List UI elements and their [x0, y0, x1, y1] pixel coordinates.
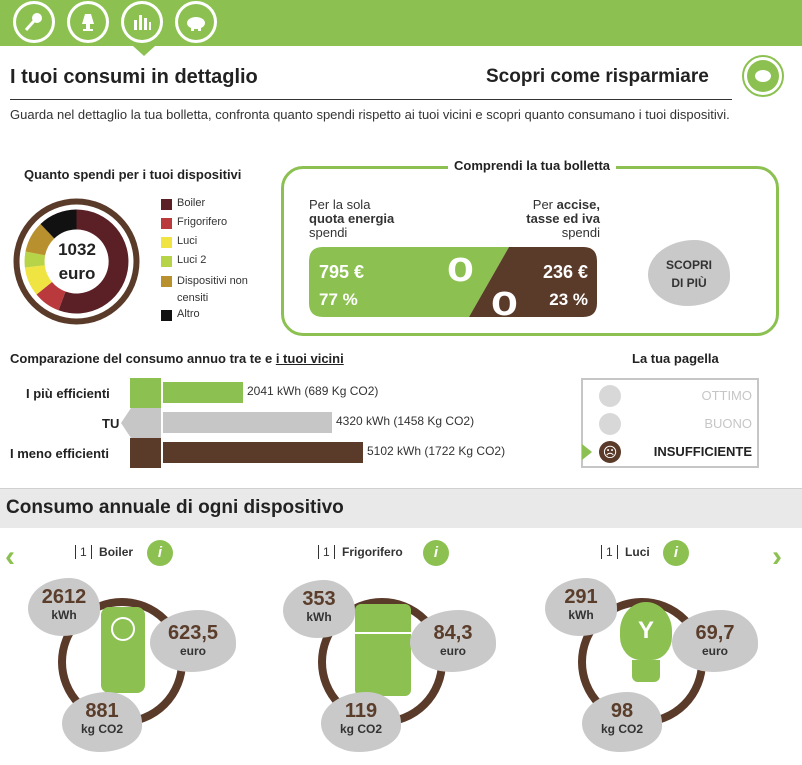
devices-spend-title: Quanto spendi per i tuoi dispositivi [24, 167, 242, 182]
bill-split-bar: o o [309, 247, 597, 317]
rating-pointer [582, 444, 592, 460]
percent-o-top: o [447, 247, 474, 291]
comparison-value: 5102 kWh (1722 Kg CO2) [367, 444, 506, 458]
tab-lamp[interactable] [67, 1, 109, 43]
comparison-bar [163, 442, 363, 463]
euro-blob: 69,7 euro [672, 610, 758, 672]
legend-swatch [161, 276, 172, 287]
marker-efficient [130, 378, 161, 408]
percent-o-bottom: o [491, 276, 518, 317]
bill-left-caption: Per la sola quota energia spendi [309, 197, 395, 240]
euro-blob: 623,5 euro [150, 610, 236, 672]
row-label-you: TU [102, 416, 120, 431]
annual-header-bar [0, 488, 802, 528]
fridge-icon [355, 604, 411, 696]
tab-consumption[interactable] [121, 1, 163, 43]
slice-luci [24, 265, 52, 295]
info-icon[interactable]: i [423, 540, 449, 566]
active-tab-indicator [133, 46, 155, 56]
frown-icon: ☹ [599, 441, 621, 463]
co2-blob: 881 kg CO2 [62, 692, 142, 752]
legend-swatch [161, 256, 172, 267]
slice-non-censiti [25, 224, 55, 256]
comparison-bar [163, 412, 332, 433]
euro-blob: 84,3 euro [410, 610, 496, 672]
slice-boiler [58, 209, 129, 314]
discover-more-button[interactable]: SCOPRI DI PIÙ [648, 240, 730, 306]
bill-right-values: 236 € 23 % [542, 262, 588, 309]
rating-optimal: OTTIMO [701, 388, 752, 403]
lamp-icon [82, 14, 94, 31]
kwh-blob: 353 kWh [283, 580, 355, 638]
rating-insufficient: INSUFFICIENTE [653, 444, 752, 459]
bill-right-caption: Per accise, tasse ed iva spendi [526, 197, 600, 240]
rating-good: BUONO [704, 416, 752, 431]
marker-you [121, 408, 161, 438]
comparison-value: 4320 kWh (1458 Kg CO2) [336, 414, 475, 428]
device-header: 1 Frigorifero [318, 545, 403, 559]
kwh-blob: 291 kWh [545, 578, 617, 636]
info-icon[interactable]: i [147, 540, 173, 566]
annual-title: Consumo annuale di ogni dispositivo [6, 497, 344, 518]
smile-big-icon [599, 385, 621, 407]
row-label-inefficient: I meno efficienti [10, 446, 109, 461]
co2-blob: 98 kg CO2 [582, 692, 662, 752]
info-icon[interactable]: i [663, 540, 689, 566]
carousel-next-icon[interactable]: › [772, 540, 782, 573]
microphone-icon [24, 13, 42, 31]
comparison-value: 2041 kWh (689 Kg CO2) [247, 384, 379, 398]
spend-legend: Boiler Frigorifero Luci Luci 2 Dispositi… [161, 197, 271, 327]
savings-button[interactable] [742, 55, 784, 97]
legend-swatch [161, 218, 172, 229]
bill-title: Comprendi la tua bolletta [448, 158, 617, 173]
legend-swatch [161, 310, 172, 321]
slice-altro [40, 209, 77, 239]
device-header: 1 Boiler [75, 545, 133, 559]
header-divider [10, 99, 732, 100]
spend-donut-chart [13, 198, 140, 325]
bar-chart-icon [134, 15, 151, 30]
row-label-efficient: I più efficienti [26, 386, 110, 401]
report-title: La tua pagella [632, 351, 719, 366]
neighbors-link[interactable]: i tuoi vicini [275, 351, 344, 366]
piggy-bank-icon [187, 17, 205, 31]
tab-savings[interactable] [175, 1, 217, 43]
marker-inefficient [130, 438, 161, 468]
piggy-bank-icon [755, 70, 771, 82]
tab-microphone[interactable] [13, 1, 55, 43]
boiler-icon [101, 607, 145, 693]
carousel-prev-icon[interactable]: ‹ [5, 540, 15, 573]
slice-frigorifero [36, 282, 66, 311]
comparison-title: Comparazione del consumo annuo tra te e … [10, 351, 344, 366]
legend-swatch [161, 199, 172, 210]
intro-text: Guarda nel dettaglio la tua bolletta, co… [10, 107, 730, 122]
kwh-blob: 2612 kWh [28, 578, 100, 636]
slice-luci2 [24, 251, 46, 268]
save-tips-link[interactable]: Scopri come risparmiare [486, 66, 709, 87]
page-title: I tuoi consumi in dettaglio [10, 66, 258, 88]
legend-swatch [161, 237, 172, 248]
lightbulb-icon: Y [620, 602, 672, 660]
report-card [581, 378, 759, 468]
bill-left-values: 795 € 77 % [319, 262, 365, 309]
co2-blob: 119 kg CO2 [321, 692, 401, 752]
lightbulb-base [632, 660, 660, 682]
smile-icon [599, 413, 621, 435]
device-header: 1 Luci [601, 545, 650, 559]
spend-total: 1032 euro [58, 240, 96, 283]
comparison-bar [163, 382, 243, 403]
